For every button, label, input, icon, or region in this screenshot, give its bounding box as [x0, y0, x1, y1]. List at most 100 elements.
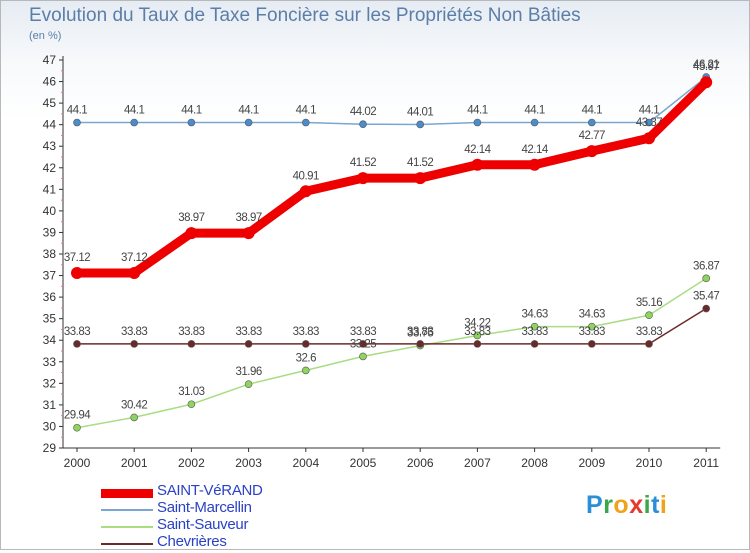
- y-tick-label: 36: [43, 290, 57, 304]
- y-tick-label: 31: [43, 398, 57, 412]
- series-line: [77, 76, 707, 126]
- series-line: [76, 277, 707, 429]
- data-point: [244, 118, 253, 127]
- data-point: [702, 274, 711, 283]
- data-label: 33.83: [121, 326, 147, 338]
- data-point: [700, 76, 713, 89]
- data-point: [242, 227, 255, 240]
- data-label: 42.14: [521, 144, 548, 156]
- data-point: [73, 118, 81, 127]
- data-label: 33.83: [178, 326, 204, 338]
- data-point: [187, 400, 196, 409]
- x-tick-label: 2001: [121, 456, 148, 470]
- y-tick-label: 35: [43, 312, 57, 326]
- data-label: 38.97: [235, 212, 261, 224]
- data-label: 33.83: [407, 326, 433, 338]
- data-point: [528, 158, 541, 171]
- data-label: 31.96: [235, 366, 261, 378]
- data-point: [473, 340, 482, 348]
- data-label: 30.42: [121, 399, 147, 411]
- x-tick-label: 2009: [578, 456, 605, 470]
- data-point: [414, 172, 427, 185]
- data-label: 33.83: [521, 326, 547, 338]
- data-point: [128, 266, 141, 279]
- data-label: 43.37: [636, 117, 662, 129]
- y-tick-label: 29: [43, 441, 57, 455]
- data-label: 34.63: [579, 309, 605, 321]
- x-tick-label: 2008: [521, 456, 548, 470]
- y-tick-label: 40: [43, 204, 57, 218]
- legend-swatch: [101, 543, 153, 545]
- y-tick-label: 46: [43, 75, 57, 89]
- logo-letter: i: [643, 491, 652, 519]
- legend-label: Saint-Sauveur: [157, 516, 249, 533]
- data-point: [73, 340, 81, 348]
- data-label: 42.77: [579, 130, 605, 142]
- y-tick-label: 44: [43, 118, 57, 132]
- data-point: [702, 304, 711, 313]
- y-tick-label: 42: [43, 161, 57, 175]
- data-point: [130, 118, 138, 127]
- data-label: 35.47: [693, 291, 719, 303]
- data-label: 44.1: [296, 105, 316, 117]
- data-label: 33.75: [407, 328, 433, 340]
- data-label: 33.83: [464, 326, 490, 338]
- data-point: [185, 227, 198, 240]
- legend-swatch: [101, 526, 153, 528]
- logo-letter: P: [586, 491, 604, 519]
- data-label: 37.12: [121, 252, 147, 264]
- logo-letter: o: [613, 491, 630, 519]
- data-label: 41.52: [350, 157, 376, 169]
- data-point: [357, 172, 369, 185]
- data-label: 33.25: [350, 338, 376, 350]
- data-point: [130, 340, 138, 348]
- data-label: 44.1: [67, 105, 87, 117]
- data-point: [471, 158, 484, 171]
- data-point: [643, 132, 655, 145]
- y-tick-label: 30: [43, 419, 57, 433]
- logo-letter: x: [629, 491, 644, 519]
- data-point: [530, 340, 539, 348]
- chart-title: Evolution du Taux de Taxe Foncière sur l…: [29, 5, 581, 26]
- legend-label: SAINT-VéRAND: [157, 482, 263, 499]
- data-label: 44.1: [524, 105, 544, 117]
- data-label: 44.02: [350, 106, 376, 118]
- data-point: [301, 340, 310, 348]
- x-tick-label: 2004: [292, 456, 319, 470]
- x-tick-label: 2011: [693, 456, 719, 470]
- data-label: 34.22: [464, 317, 490, 329]
- data-label: 33.83: [579, 326, 605, 338]
- data-label: 44.1: [238, 105, 258, 117]
- data-point: [416, 340, 425, 348]
- data-label: 33.83: [350, 326, 376, 338]
- data-point: [73, 423, 81, 432]
- data-label: 45.97: [693, 61, 719, 73]
- data-label: 33.83: [64, 326, 90, 338]
- unit-label: (en %): [29, 30, 62, 42]
- data-point: [587, 340, 596, 348]
- data-label: 36.87: [693, 260, 719, 272]
- x-tick-label: 2000: [64, 456, 91, 470]
- data-label: 44.1: [639, 105, 659, 117]
- data-point: [301, 118, 310, 127]
- x-tick-label: 2010: [636, 456, 663, 470]
- y-tick-label: 39: [43, 225, 57, 239]
- data-point: [645, 340, 653, 348]
- data-point: [359, 120, 367, 129]
- data-label: 33.83: [293, 326, 319, 338]
- data-label: 44.1: [467, 105, 487, 117]
- x-tick-label: 2003: [235, 456, 262, 470]
- data-label: 44.01: [407, 106, 433, 118]
- legend-swatch: [101, 509, 153, 511]
- logo-letter: r: [603, 491, 614, 519]
- data-label: 31.03: [178, 386, 204, 398]
- data-point: [71, 266, 83, 279]
- series-line: [77, 307, 707, 345]
- legend-label: Chevrières: [157, 533, 227, 550]
- y-tick-label: 32: [43, 376, 57, 390]
- x-tick-label: 2005: [350, 456, 377, 470]
- data-point: [585, 145, 598, 158]
- data-point: [244, 380, 253, 388]
